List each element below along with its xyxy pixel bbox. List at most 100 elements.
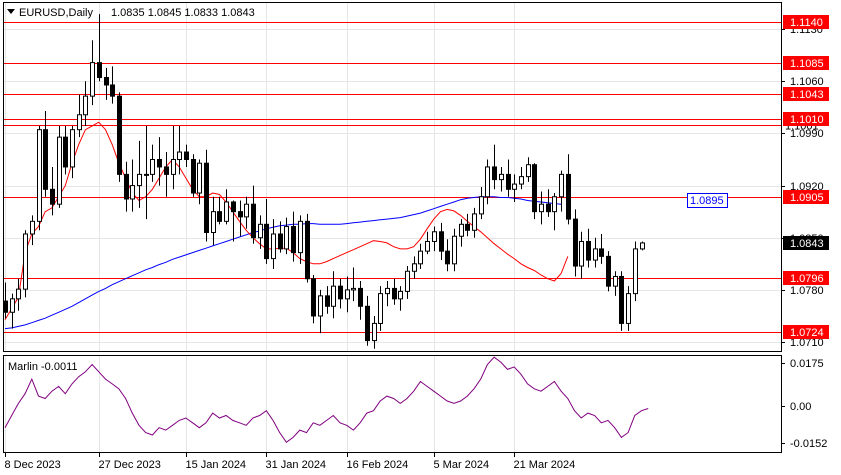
candle[interactable] — [30, 215, 35, 246]
candle[interactable] — [358, 280, 363, 320]
candle[interactable] — [217, 196, 222, 225]
candle[interactable] — [137, 140, 142, 208]
candle[interactable] — [211, 196, 216, 246]
candle[interactable] — [365, 295, 370, 346]
candle[interactable] — [238, 200, 243, 237]
candle[interactable] — [579, 231, 584, 279]
candle[interactable] — [398, 286, 403, 311]
candle[interactable] — [291, 211, 296, 262]
candle[interactable] — [506, 159, 511, 197]
candle[interactable] — [311, 274, 316, 324]
candle[interactable] — [378, 286, 383, 331]
candle[interactable] — [640, 241, 645, 251]
candle[interactable] — [177, 125, 182, 175]
candle[interactable] — [278, 221, 283, 253]
candle[interactable] — [191, 154, 196, 197]
candle[interactable] — [485, 159, 490, 205]
candle[interactable] — [90, 40, 95, 106]
candle[interactable] — [231, 200, 236, 242]
candle[interactable] — [459, 219, 464, 247]
candle[interactable] — [204, 149, 209, 242]
candle[interactable] — [157, 137, 162, 186]
candle[interactable] — [633, 241, 638, 302]
candle[interactable] — [512, 174, 517, 202]
candle[interactable] — [412, 256, 417, 279]
candle[interactable] — [331, 271, 336, 319]
candle[interactable] — [83, 81, 88, 126]
candle[interactable] — [432, 226, 437, 252]
candle[interactable] — [318, 289, 323, 334]
candle[interactable] — [573, 209, 578, 277]
candle[interactable] — [37, 125, 42, 231]
candle[interactable] — [392, 278, 397, 305]
candle[interactable] — [566, 154, 571, 225]
candle[interactable] — [3, 282, 8, 319]
candle[interactable] — [619, 271, 624, 331]
candle[interactable] — [539, 191, 544, 225]
candle[interactable] — [345, 276, 350, 313]
candle[interactable] — [532, 163, 537, 220]
candle[interactable] — [586, 228, 591, 268]
candle[interactable] — [298, 215, 303, 264]
candle[interactable] — [117, 92, 122, 182]
candle[interactable] — [418, 243, 423, 270]
candle[interactable] — [184, 144, 189, 167]
candle[interactable] — [479, 187, 484, 220]
candle[interactable] — [351, 267, 356, 302]
candle[interactable] — [197, 159, 202, 205]
candle[interactable] — [626, 286, 631, 331]
candle[interactable] — [519, 166, 524, 190]
candle[interactable] — [63, 125, 68, 175]
candle[interactable] — [338, 278, 343, 309]
candle[interactable] — [104, 67, 109, 100]
indicator-frame[interactable] — [3, 355, 782, 453]
candle[interactable] — [150, 144, 155, 182]
time-axis[interactable]: 8 Dec 2023 27 Dec 2023 15 Jan 2024 31 Jan 2… — [5, 452, 576, 471]
candle[interactable] — [164, 152, 169, 197]
candle[interactable] — [23, 230, 28, 298]
candle[interactable] — [452, 228, 457, 272]
candle[interactable] — [613, 271, 618, 296]
candle[interactable] — [593, 237, 598, 268]
chart-menu-triangle-icon[interactable] — [7, 9, 15, 14]
candle[interactable] — [271, 219, 276, 270]
candle[interactable] — [385, 280, 390, 307]
candle[interactable] — [472, 207, 477, 238]
candle[interactable] — [305, 213, 310, 283]
price-axis[interactable]: 1.10011.11301.10601.09901.09201.08501.07… — [781, 15, 829, 349]
candle[interactable] — [425, 231, 430, 255]
candle[interactable] — [50, 166, 55, 216]
candle[interactable] — [144, 125, 149, 220]
candle[interactable] — [492, 144, 497, 190]
candle[interactable] — [559, 170, 564, 212]
candle[interactable] — [77, 94, 82, 138]
candle[interactable] — [325, 286, 330, 314]
candle[interactable] — [284, 217, 289, 255]
candle[interactable] — [599, 234, 604, 264]
candle[interactable] — [244, 196, 249, 229]
candle[interactable] — [10, 293, 15, 329]
candle[interactable] — [372, 315, 377, 349]
candle[interactable] — [97, 14, 102, 82]
candle[interactable] — [526, 157, 531, 182]
candle[interactable] — [499, 166, 504, 192]
candle[interactable] — [70, 125, 75, 179]
candle[interactable] — [264, 198, 269, 264]
candle[interactable] — [16, 278, 21, 311]
candle[interactable] — [445, 239, 450, 272]
candle[interactable] — [251, 185, 256, 244]
candle[interactable] — [552, 193, 557, 231]
candle[interactable] — [110, 66, 115, 104]
candle[interactable] — [43, 111, 48, 197]
candle[interactable] — [465, 213, 470, 237]
candle[interactable] — [130, 159, 135, 212]
candle[interactable] — [546, 189, 551, 217]
candle[interactable] — [224, 189, 229, 225]
candle[interactable] — [57, 125, 62, 208]
candle[interactable] — [606, 251, 611, 292]
candle[interactable] — [258, 215, 263, 249]
candle[interactable] — [439, 222, 444, 261]
candle[interactable] — [405, 266, 410, 299]
candle[interactable] — [171, 125, 176, 190]
